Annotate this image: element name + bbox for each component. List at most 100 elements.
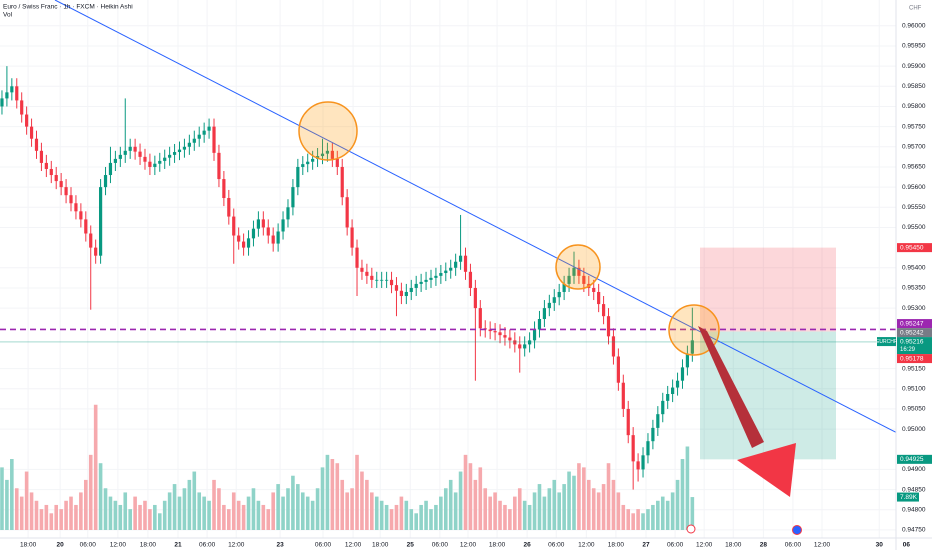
- candle-body: [49, 168, 53, 176]
- y-tick-label: 0.95000: [902, 426, 926, 433]
- volume-bar: [384, 504, 389, 530]
- candle-body: [666, 394, 670, 401]
- volume-bar: [24, 471, 29, 530]
- candle-body: [197, 134, 201, 139]
- y-tick-label: 0.95750: [902, 123, 926, 130]
- volume-bar: [256, 500, 261, 530]
- volume-bar: [84, 479, 88, 530]
- chart-title: Euro / Swiss Franc · 1h · FXCM · Heikin …: [3, 4, 133, 11]
- candle-body: [542, 308, 547, 319]
- candle-body: [281, 219, 285, 232]
- candle-body: [153, 163, 157, 167]
- candle-body: [355, 247, 359, 268]
- volume-bar: [419, 504, 423, 530]
- candle-body: [320, 153, 325, 157]
- candle-body: [493, 331, 497, 333]
- volume-bar: [665, 500, 670, 530]
- volume-bar: [360, 471, 364, 530]
- volume-bar: [241, 504, 246, 530]
- volume-bar: [266, 509, 271, 530]
- candle-body: [636, 461, 640, 470]
- candle-body: [365, 271, 369, 276]
- volume-bar: [300, 492, 305, 530]
- volume-bar: [424, 500, 428, 530]
- y-tick-label: 0.94850: [902, 486, 926, 493]
- volume-bar: [365, 479, 369, 530]
- volume-bar: [572, 475, 576, 530]
- price-label: 0.95247: [900, 320, 924, 327]
- volume-bar: [162, 500, 167, 530]
- volume-bar: [611, 479, 616, 530]
- y-tick-label: 0.95150: [902, 365, 926, 372]
- candle-body: [478, 308, 482, 329]
- price-label-bg: [897, 354, 932, 364]
- candle-body: [394, 285, 399, 291]
- candle-body: [582, 275, 586, 284]
- price-label: 0.95450: [900, 244, 924, 251]
- volume-bar: [212, 479, 216, 530]
- x-tick-label: 26: [524, 542, 532, 549]
- price-label: 0.95242: [900, 329, 924, 336]
- x-tick-label: 06:00: [315, 542, 332, 549]
- candle-body: [631, 435, 635, 462]
- volume-bar: [10, 459, 14, 530]
- volume-bar: [148, 509, 152, 530]
- price-label: 0.94925: [900, 456, 924, 463]
- volume-bar: [547, 488, 552, 530]
- volume-bar: [601, 484, 606, 530]
- volume-bar: [488, 496, 492, 530]
- candle-body: [562, 283, 566, 292]
- candle-body: [172, 152, 177, 155]
- volume-bar: [177, 496, 182, 530]
- volume-label: 7.89K: [900, 494, 918, 501]
- volume-bar: [310, 500, 315, 530]
- volume-bar: [69, 496, 73, 530]
- candle-body: [291, 187, 295, 208]
- stop-zone: [700, 247, 836, 332]
- candle-body: [10, 86, 14, 93]
- volume-bar: [227, 509, 231, 530]
- candle-body: [212, 126, 216, 153]
- candle-body: [222, 179, 226, 199]
- candle-body: [306, 161, 310, 165]
- candle-body: [685, 353, 690, 368]
- volume-bar: [118, 504, 123, 530]
- volume-bar: [5, 479, 9, 530]
- volume-bar: [0, 467, 4, 530]
- candle-body: [256, 219, 260, 229]
- y-tick-label: 0.95600: [902, 184, 926, 191]
- y-tick-label: 0.95950: [902, 43, 926, 50]
- candle-body: [350, 227, 354, 248]
- volume-bar: [167, 492, 172, 530]
- volume-bar: [379, 500, 384, 530]
- volume-bar: [586, 479, 591, 530]
- volume-bar: [404, 500, 409, 530]
- x-tick-label: 18:00: [608, 542, 625, 549]
- candle-body: [143, 156, 147, 162]
- candle-body: [311, 158, 315, 162]
- price-label-bg: [897, 243, 932, 253]
- y-tick-label: 0.95500: [902, 224, 926, 231]
- candle-body: [370, 275, 374, 280]
- volume-bar: [557, 492, 561, 530]
- volume-bar: [350, 488, 354, 530]
- volume-bar: [325, 454, 330, 530]
- volume-bar: [315, 488, 320, 530]
- candle-body: [98, 187, 103, 256]
- candle-body: [84, 219, 88, 234]
- candle-body: [611, 336, 616, 357]
- volume-bar: [44, 504, 49, 530]
- volume-bar: [394, 504, 399, 530]
- candle-body: [177, 149, 182, 153]
- x-tick-label: 06:00: [199, 542, 216, 549]
- volume-bar: [222, 504, 226, 530]
- candle-body: [118, 154, 122, 159]
- highlight-circle: [298, 101, 358, 161]
- candle-body: [606, 316, 611, 337]
- candle-body: [537, 318, 542, 330]
- volume-bar: [133, 496, 137, 530]
- volume-bar: [291, 475, 295, 530]
- candle-body: [409, 287, 413, 292]
- drawings: [54, 0, 896, 535]
